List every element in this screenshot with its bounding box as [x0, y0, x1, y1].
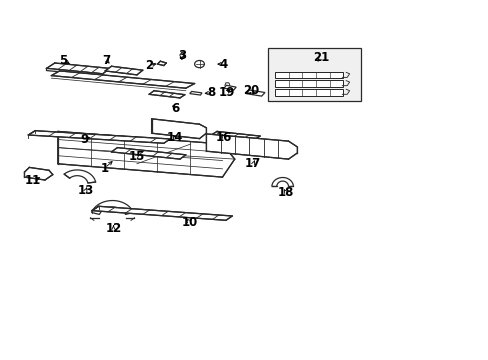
Polygon shape [24, 167, 53, 180]
Text: 8: 8 [207, 86, 215, 99]
Text: 7: 7 [102, 54, 110, 67]
Polygon shape [28, 131, 170, 143]
Text: 1: 1 [101, 162, 108, 175]
Text: 6: 6 [171, 102, 179, 114]
Polygon shape [211, 131, 260, 140]
Polygon shape [46, 68, 102, 76]
Text: 17: 17 [244, 157, 261, 170]
Polygon shape [64, 170, 96, 183]
Text: 15: 15 [128, 150, 145, 163]
Polygon shape [58, 131, 234, 177]
Polygon shape [151, 119, 206, 139]
FancyBboxPatch shape [274, 72, 343, 78]
Polygon shape [157, 61, 166, 66]
Text: 10: 10 [181, 216, 198, 229]
Text: 12: 12 [105, 222, 122, 235]
Polygon shape [51, 71, 194, 88]
Text: 16: 16 [215, 131, 232, 144]
Polygon shape [206, 134, 297, 159]
Polygon shape [224, 85, 236, 90]
Text: 5: 5 [60, 54, 67, 67]
Polygon shape [111, 148, 185, 159]
Text: 18: 18 [277, 186, 294, 199]
Text: 2: 2 [145, 59, 153, 72]
Bar [267, 48, 360, 101]
Polygon shape [149, 91, 184, 98]
FancyBboxPatch shape [274, 89, 343, 96]
Polygon shape [245, 90, 264, 96]
Text: 11: 11 [25, 174, 41, 186]
Polygon shape [92, 206, 232, 220]
Text: 20: 20 [242, 84, 259, 97]
Text: 13: 13 [77, 184, 94, 197]
Text: 19: 19 [218, 86, 234, 99]
Polygon shape [189, 91, 202, 95]
Polygon shape [105, 66, 142, 75]
Text: 9: 9 [80, 133, 88, 146]
Polygon shape [91, 201, 133, 215]
Text: 4: 4 [220, 58, 227, 71]
Polygon shape [271, 177, 293, 186]
Text: 21: 21 [312, 51, 329, 64]
FancyBboxPatch shape [274, 80, 343, 87]
Text: 14: 14 [166, 131, 183, 144]
Polygon shape [46, 63, 110, 74]
Text: 3: 3 [178, 49, 185, 62]
